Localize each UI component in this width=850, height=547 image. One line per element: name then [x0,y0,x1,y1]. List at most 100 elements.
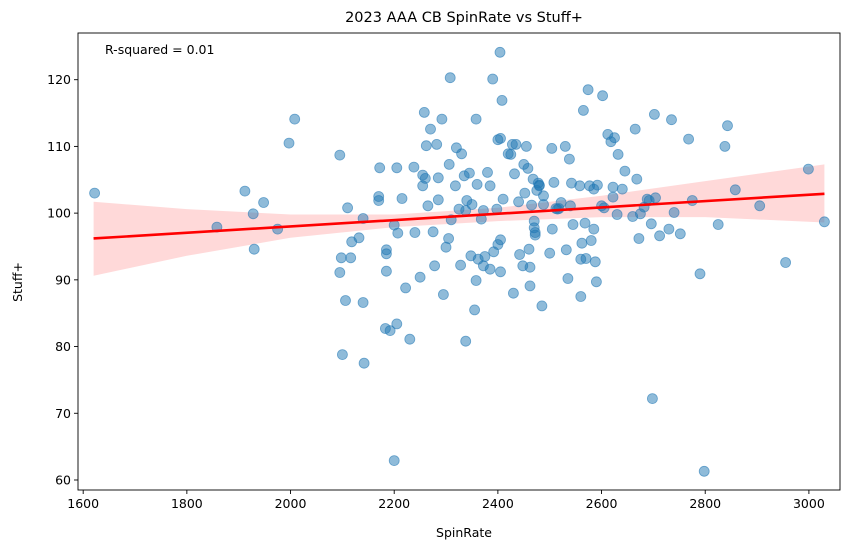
data-point [384,325,396,337]
data-point [524,280,536,292]
y-tick-label: 80 [55,339,71,354]
data-point [694,268,706,280]
data-point [471,178,483,190]
data-point [380,265,392,277]
data-point [650,192,661,204]
x-tick-label: 2800 [689,496,721,511]
data-point [436,113,448,125]
data-point [482,166,493,178]
data-point [654,230,665,242]
data-point [579,217,591,229]
data-point [589,256,601,268]
data-point [538,199,549,210]
data-point [607,181,619,193]
data-point [574,180,586,192]
data-point [526,199,537,211]
data-point [470,113,482,125]
data-point [633,233,645,244]
data-point [524,261,536,273]
data-point [559,140,571,152]
data-point [334,267,346,278]
data-point [444,72,456,84]
data-point [495,266,506,278]
data-point [404,333,416,345]
confidence-band [93,164,825,276]
data-point [484,263,496,275]
x-tick-label: 2200 [378,496,410,511]
data-point [607,191,619,203]
data-point [460,335,472,347]
chart-title: 2023 AAA CB SpinRate vs Stuff+ [345,10,583,26]
data-point [392,227,404,239]
data-point [431,138,443,150]
data-point [484,180,496,192]
data-point [432,172,444,184]
data-point [469,304,481,316]
data-point [631,173,643,185]
data-point [668,207,680,218]
y-tick-label: 70 [55,406,71,421]
data-point [588,223,600,235]
data-point [456,148,468,160]
x-tick-label: 2600 [586,496,618,511]
data-point [283,137,295,149]
data-point [729,184,741,196]
data-point [780,257,791,268]
data-point [409,227,421,238]
data-point [523,243,535,255]
data-point [463,167,475,179]
data-point [544,247,556,259]
data-point [645,218,657,230]
data-point [592,179,603,191]
data-point [429,260,441,272]
data-point [585,235,597,246]
data-point [455,259,467,271]
data-point [443,158,455,170]
data-point [247,208,259,220]
data-point [335,252,347,264]
data-point [529,227,541,238]
data-point [334,149,346,161]
data-point [422,200,434,212]
y-tick-label: 120 [47,72,71,87]
data-point [609,132,620,144]
data-point [495,132,506,144]
data-point [819,216,830,228]
data-point [719,140,731,152]
data-point [576,237,588,249]
data-point [803,163,814,175]
y-tick-label: 60 [55,472,71,487]
data-point [591,276,602,288]
data-point [340,295,351,306]
data-point [494,46,506,58]
data-point [357,297,369,308]
data-point [414,271,426,283]
data-point [425,123,436,135]
x-tick-label: 2400 [482,496,514,511]
data-point [380,248,392,260]
y-axis-label: Stuff+ [10,262,25,302]
data-point [419,172,431,184]
data-point [510,138,522,150]
data-point [509,168,520,180]
data-point [487,73,499,85]
data-point [449,180,461,192]
data-point [754,200,766,212]
data-point [272,223,284,235]
data-point [562,273,574,284]
data-point [548,176,560,188]
data-point [89,187,100,199]
data-point [580,253,592,264]
data-point [616,183,628,195]
data-point [374,162,386,174]
data-point [373,195,385,206]
data-point [649,109,660,120]
data-point [521,140,532,152]
data-point [683,133,694,145]
data-point [674,228,686,240]
data-point [391,162,403,174]
y-axis-ticks: 60 70 80 90 100 110 120 [47,72,78,487]
fit-line [93,192,825,240]
data-point [619,165,631,177]
data-point [388,455,400,467]
